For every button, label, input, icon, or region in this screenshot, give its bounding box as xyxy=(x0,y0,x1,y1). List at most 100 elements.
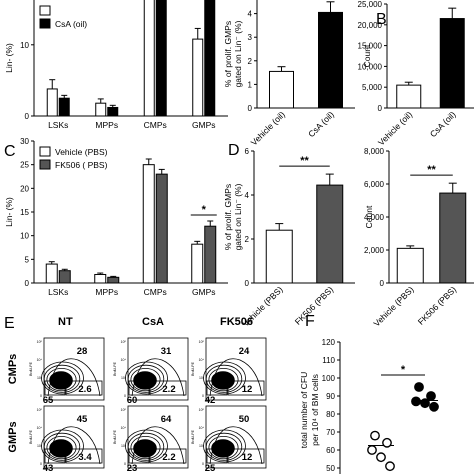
y-tick-label: 0 xyxy=(40,394,42,398)
density-contour xyxy=(43,364,81,393)
y-tick-label: 10⁴ xyxy=(121,426,127,430)
y-tick-label: 10⁵ xyxy=(37,408,43,412)
data-point xyxy=(370,430,380,441)
flow-plot: BrdU-PE 10⁵ 10⁴ 10³ 0 31 2.2 60 xyxy=(113,337,189,406)
density-contour xyxy=(205,364,243,393)
y-tick-label: 0 xyxy=(248,104,253,113)
column-header: CsA xyxy=(142,316,164,328)
density-contour xyxy=(208,435,239,460)
row-header: GMPs xyxy=(7,421,19,452)
x-tick-label: CMPs xyxy=(144,120,167,130)
bar xyxy=(95,102,107,117)
y-axis-label: Lin- (%) xyxy=(4,197,14,227)
flow-plot: BrdU-PE 10⁵ 10⁴ 10³ 0 64 2.2 23 xyxy=(113,405,189,474)
gate-percentage-lower-right: 2.2 xyxy=(162,384,175,395)
y-tick-label: 6,000 xyxy=(364,180,385,189)
bar xyxy=(204,225,217,284)
lower-right-gate xyxy=(65,448,103,464)
x-tick-label: GMPs xyxy=(192,287,216,297)
bar xyxy=(142,164,155,284)
lower-right-gate xyxy=(65,380,103,396)
gate-percentage-upper: 45 xyxy=(77,414,88,425)
bar xyxy=(265,229,293,284)
y-tick-label: 0 xyxy=(40,462,42,466)
bar xyxy=(155,173,168,284)
y-tick-label: 0 xyxy=(378,104,383,113)
x-tick-label: LSKs xyxy=(48,120,68,130)
bar xyxy=(396,84,422,109)
x-tick-label: MPPs xyxy=(95,287,118,297)
y-tick-label: 0 xyxy=(25,279,30,288)
bar xyxy=(439,192,467,284)
y-tick-label: 10⁵ xyxy=(199,408,205,412)
bar xyxy=(94,273,107,284)
gate-percentage-upper: 28 xyxy=(77,346,88,357)
y-tick-label: 0 xyxy=(25,112,30,121)
y-tick-label: 50 xyxy=(326,464,335,473)
upper-gate xyxy=(131,358,185,397)
lower-right-gate xyxy=(149,448,187,464)
y-tick-label: 60 xyxy=(326,446,335,455)
y-tick-label: 0 xyxy=(380,279,385,288)
gate-percentage-lower-right: 12 xyxy=(242,384,253,395)
bar xyxy=(45,263,58,284)
density-contour xyxy=(130,435,161,460)
significance-label: ** xyxy=(427,164,436,176)
panel-label: F xyxy=(305,313,315,330)
bar xyxy=(318,11,343,109)
y-axis-label: BrdU-PE xyxy=(113,429,117,443)
y-axis-label: BrdU-PE xyxy=(191,361,195,375)
bar xyxy=(107,276,120,284)
x-tick-label: CsA (oil) xyxy=(428,109,458,139)
y-tick-label: 0 xyxy=(124,394,126,398)
gate-percentage-lower-left: 43 xyxy=(43,463,54,474)
gate-percentage-lower-left: 23 xyxy=(127,463,138,474)
data-point xyxy=(411,396,421,407)
plot-frame xyxy=(127,337,189,401)
x-tick-label: CsA (oil) xyxy=(306,109,336,139)
column-header: NT xyxy=(58,316,73,328)
y-tick-label: 10,000 xyxy=(358,62,383,71)
panel-label: E xyxy=(4,315,15,332)
lower-left-gate xyxy=(44,380,66,396)
legend-label: Vehicle (PBS) xyxy=(55,147,108,157)
bar xyxy=(143,0,155,117)
data-point xyxy=(420,398,430,409)
y-axis-label: Count xyxy=(362,44,372,67)
legend-label: CsA (oil) xyxy=(55,19,87,29)
y-tick-label: 10⁵ xyxy=(37,340,43,344)
legend-label: FK506 ( PBS) xyxy=(55,160,108,170)
y-tick-label: 2,000 xyxy=(364,246,385,255)
data-point xyxy=(367,445,377,455)
bar xyxy=(316,184,344,284)
lower-left-gate xyxy=(128,448,150,464)
y-tick-label: 1 xyxy=(248,80,253,89)
y-tick-label: 25,000 xyxy=(358,0,383,9)
y-axis-label: % of prolif. GMPsgated on Lin⁻ (%) xyxy=(223,183,243,250)
y-tick-label: 3 xyxy=(248,33,253,42)
panel-e: E NT CsA FK506 CMPs GMPs BrdU-PE 10⁵ 10⁴ 10³ 0 28 2.… xyxy=(4,315,267,474)
x-tick-label: Vehicle (oil) xyxy=(376,109,414,147)
upper-gate xyxy=(209,426,263,465)
y-tick-label: 4,000 xyxy=(364,213,385,222)
data-point xyxy=(414,382,424,392)
y-tick-label: 110 xyxy=(322,356,335,365)
density-contour xyxy=(125,361,168,395)
plot-frame xyxy=(205,337,267,401)
data-point xyxy=(426,391,436,401)
gate-percentage-lower-left: 42 xyxy=(205,395,216,406)
density-contour xyxy=(125,429,168,463)
y-tick-label: 10⁵ xyxy=(121,408,127,412)
y-tick-label: 10³ xyxy=(37,376,43,380)
y-tick-label: 10⁴ xyxy=(37,426,43,430)
y-tick-label: 2 xyxy=(245,235,250,244)
gate-percentage-upper: 50 xyxy=(239,414,250,425)
upper-gate xyxy=(47,426,101,465)
y-tick-label: 10 xyxy=(20,41,29,50)
x-tick-label: GMPs xyxy=(192,120,216,130)
y-axis-label: Lin- (%) xyxy=(4,43,14,73)
panel-label: C xyxy=(4,143,16,160)
y-tick-label: 120 xyxy=(322,338,336,347)
density-contour xyxy=(203,361,246,395)
